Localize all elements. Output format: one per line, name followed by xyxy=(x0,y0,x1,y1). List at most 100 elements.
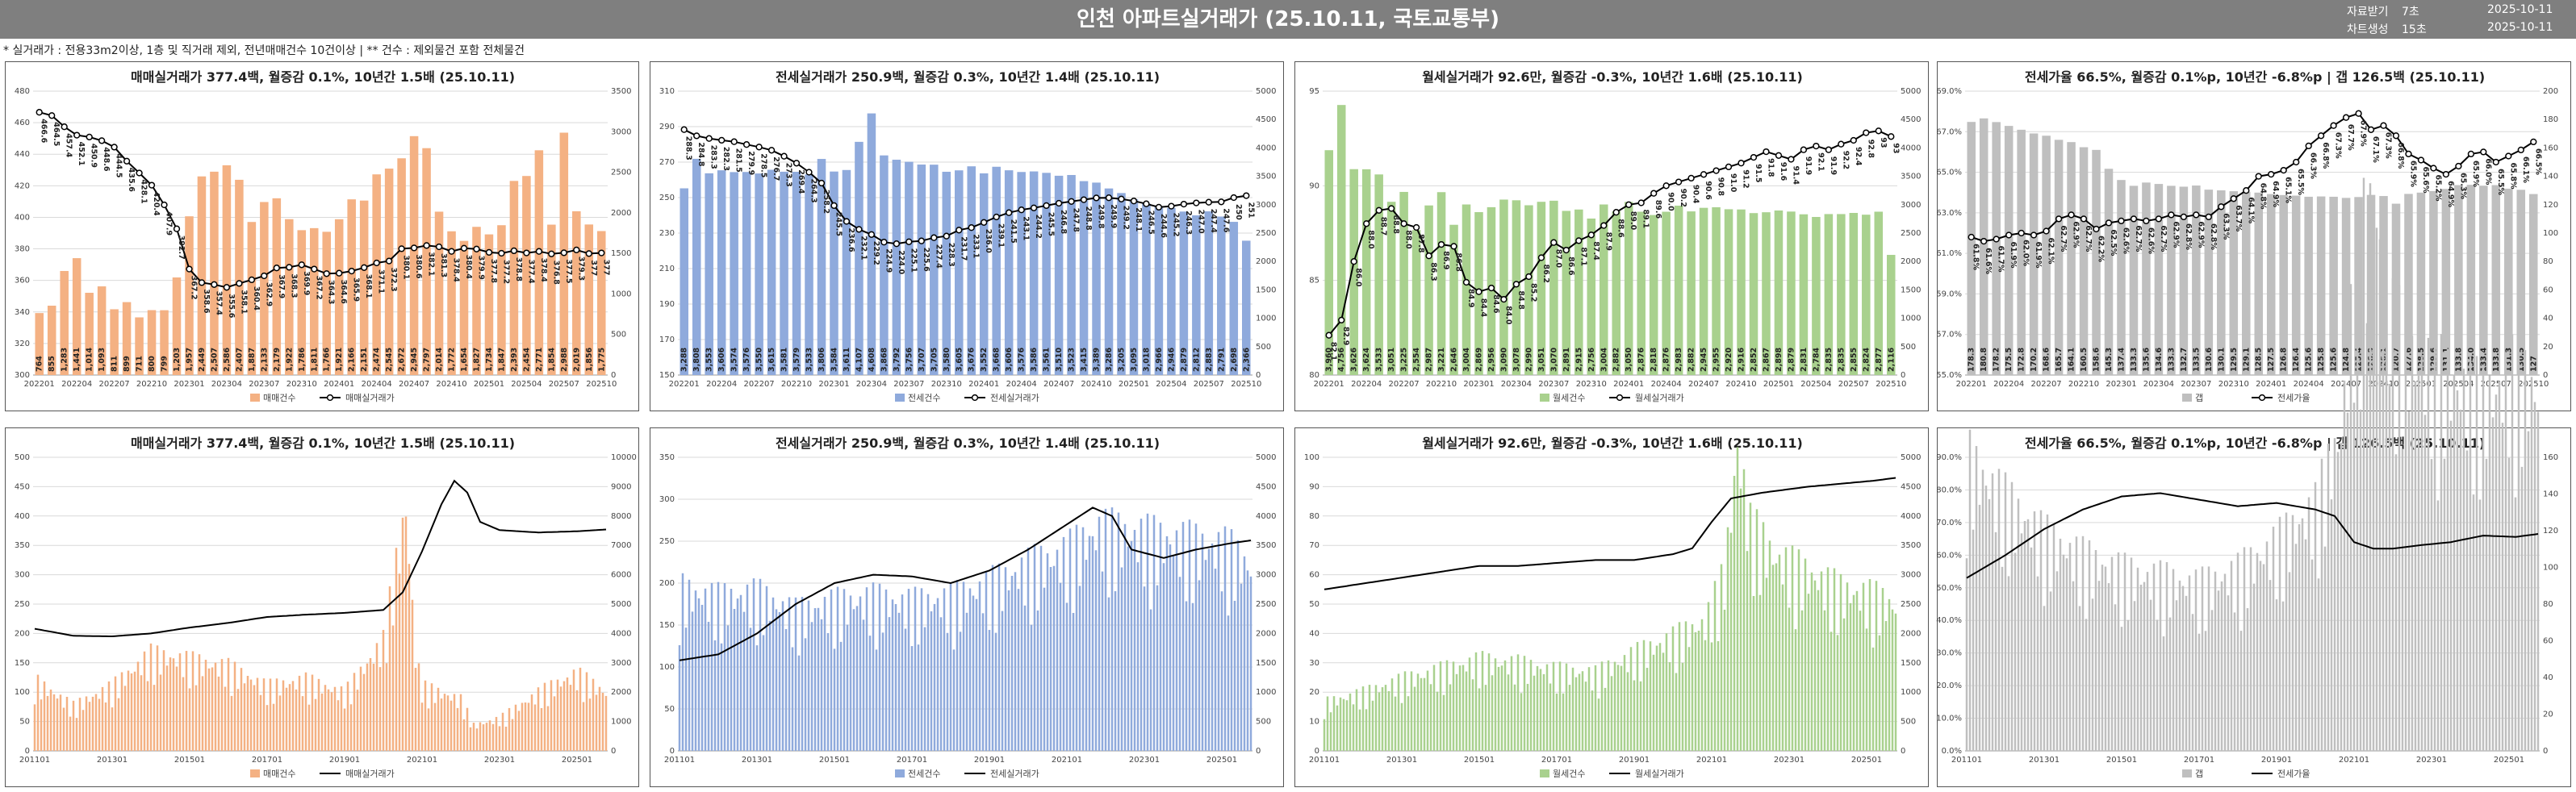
line-data-label: 84.9 xyxy=(1466,289,1475,307)
bar xyxy=(2423,415,2427,751)
bar xyxy=(1687,211,1696,375)
y-left-tick: 250 xyxy=(659,537,675,546)
bar xyxy=(1597,698,1600,751)
line-point xyxy=(1612,209,1620,216)
line-point xyxy=(2367,126,2375,133)
bar xyxy=(2340,442,2343,751)
x-tick-label: 201701 xyxy=(2184,756,2214,765)
bar-data-label: 3,676 xyxy=(968,348,976,372)
line-point xyxy=(843,218,851,225)
bar xyxy=(2430,459,2433,751)
x-tick-label: 202204 xyxy=(1351,380,1382,389)
bar xyxy=(985,571,988,751)
y-right-tick: 5000 xyxy=(611,600,631,609)
bar xyxy=(2265,541,2269,751)
y-left-tick: 300 xyxy=(659,495,675,504)
line-data-label: 248.1 xyxy=(1134,207,1143,231)
bar xyxy=(862,619,865,751)
bar xyxy=(781,601,784,751)
line-point xyxy=(535,248,543,255)
bar xyxy=(1500,665,1503,751)
x-tick-label: 201701 xyxy=(897,756,927,765)
bar xyxy=(2104,169,2114,375)
line-point xyxy=(1105,194,1113,202)
y-left-tick: 100 xyxy=(1304,453,1319,462)
bar xyxy=(2388,383,2391,751)
line-point xyxy=(2030,231,2038,239)
line-point xyxy=(2330,122,2337,129)
bar xyxy=(1336,105,1346,375)
line-point xyxy=(2268,170,2275,178)
line-point xyxy=(136,169,143,177)
bar-data-label: 3,078 xyxy=(1512,348,1521,372)
series-line xyxy=(34,479,607,637)
line-data-label: 248.8 xyxy=(1084,206,1093,231)
bar xyxy=(1223,526,1227,751)
bar xyxy=(295,689,298,751)
x-tick-label: 201501 xyxy=(2106,756,2137,765)
bar-data-label: 137.4 xyxy=(2118,348,2126,372)
bar xyxy=(2330,499,2333,751)
line-point xyxy=(1725,163,1733,171)
y-left-tick: 10.0% xyxy=(1936,715,1962,723)
bar xyxy=(72,258,82,375)
line-data-label: 62.5% xyxy=(2109,229,2118,256)
x-tick-label: 202501 xyxy=(1851,756,1882,765)
bar xyxy=(404,516,408,751)
bar xyxy=(110,309,119,375)
y-right-tick: 0 xyxy=(2543,747,2548,756)
bar xyxy=(172,277,182,375)
line-point xyxy=(1662,182,1670,190)
x-tick-label: 202507 xyxy=(1194,380,1224,389)
line-data-label: 61.9% xyxy=(2009,242,2018,269)
line-data-label: 86.0 xyxy=(1354,268,1363,287)
legend-bar-label: 월세건수 xyxy=(1553,393,1585,403)
x-tick-label: 202307 xyxy=(893,380,924,389)
bar xyxy=(235,179,244,375)
bar-data-label: 2,882 xyxy=(1687,348,1696,372)
bar xyxy=(739,594,742,751)
bar xyxy=(397,158,406,375)
bar-data-label: 3,523 xyxy=(1068,348,1077,372)
y-right-tick: 4500 xyxy=(1901,115,1921,124)
bar-data-label: 3,090 xyxy=(1499,348,1508,372)
bar xyxy=(236,689,240,751)
line-point xyxy=(1863,129,1870,136)
line-data-label: 91.8 xyxy=(1767,158,1775,177)
bar xyxy=(875,649,878,751)
bar-data-label: 2,797 xyxy=(423,348,432,372)
bar xyxy=(1104,188,1114,375)
bar xyxy=(382,630,385,751)
bar xyxy=(681,573,684,751)
bar-data-label: 135.6 xyxy=(2142,348,2151,372)
bar xyxy=(956,580,959,751)
y-left-tick: 30 xyxy=(1309,659,1319,668)
line-data-label: 233.1 xyxy=(972,234,981,258)
y-left-tick: 0.0% xyxy=(1942,747,1962,756)
bar xyxy=(1227,615,1230,751)
bar-data-label: 2,883 xyxy=(1205,348,1214,372)
bar xyxy=(1646,668,1649,751)
line-data-label: 93 xyxy=(1891,143,1900,153)
bar xyxy=(2491,417,2494,751)
bar xyxy=(1662,211,1671,375)
line-point xyxy=(61,123,68,131)
bar xyxy=(417,663,420,751)
line-point xyxy=(2392,132,2400,140)
line-data-label: 62.1% xyxy=(2047,238,2055,265)
bar xyxy=(2517,333,2520,751)
bar xyxy=(1649,215,1658,375)
bar xyxy=(1542,673,1545,751)
line-point xyxy=(1462,278,1470,286)
x-tick-label: 202307 xyxy=(249,380,279,389)
bar xyxy=(2146,572,2149,751)
bar xyxy=(2004,126,2014,375)
x-tick-label: 202501 xyxy=(2494,756,2524,765)
y-right-tick: 160 xyxy=(2543,453,2558,462)
line-data-label: 367.2 xyxy=(314,276,323,300)
bar xyxy=(865,587,868,751)
bar xyxy=(2204,190,2214,375)
y-right-tick: 0 xyxy=(1901,371,1905,380)
bar xyxy=(1824,214,1834,375)
page-title: 인천 아파트실거래가 (25.10.11, 국토교통부) xyxy=(1077,7,1499,31)
